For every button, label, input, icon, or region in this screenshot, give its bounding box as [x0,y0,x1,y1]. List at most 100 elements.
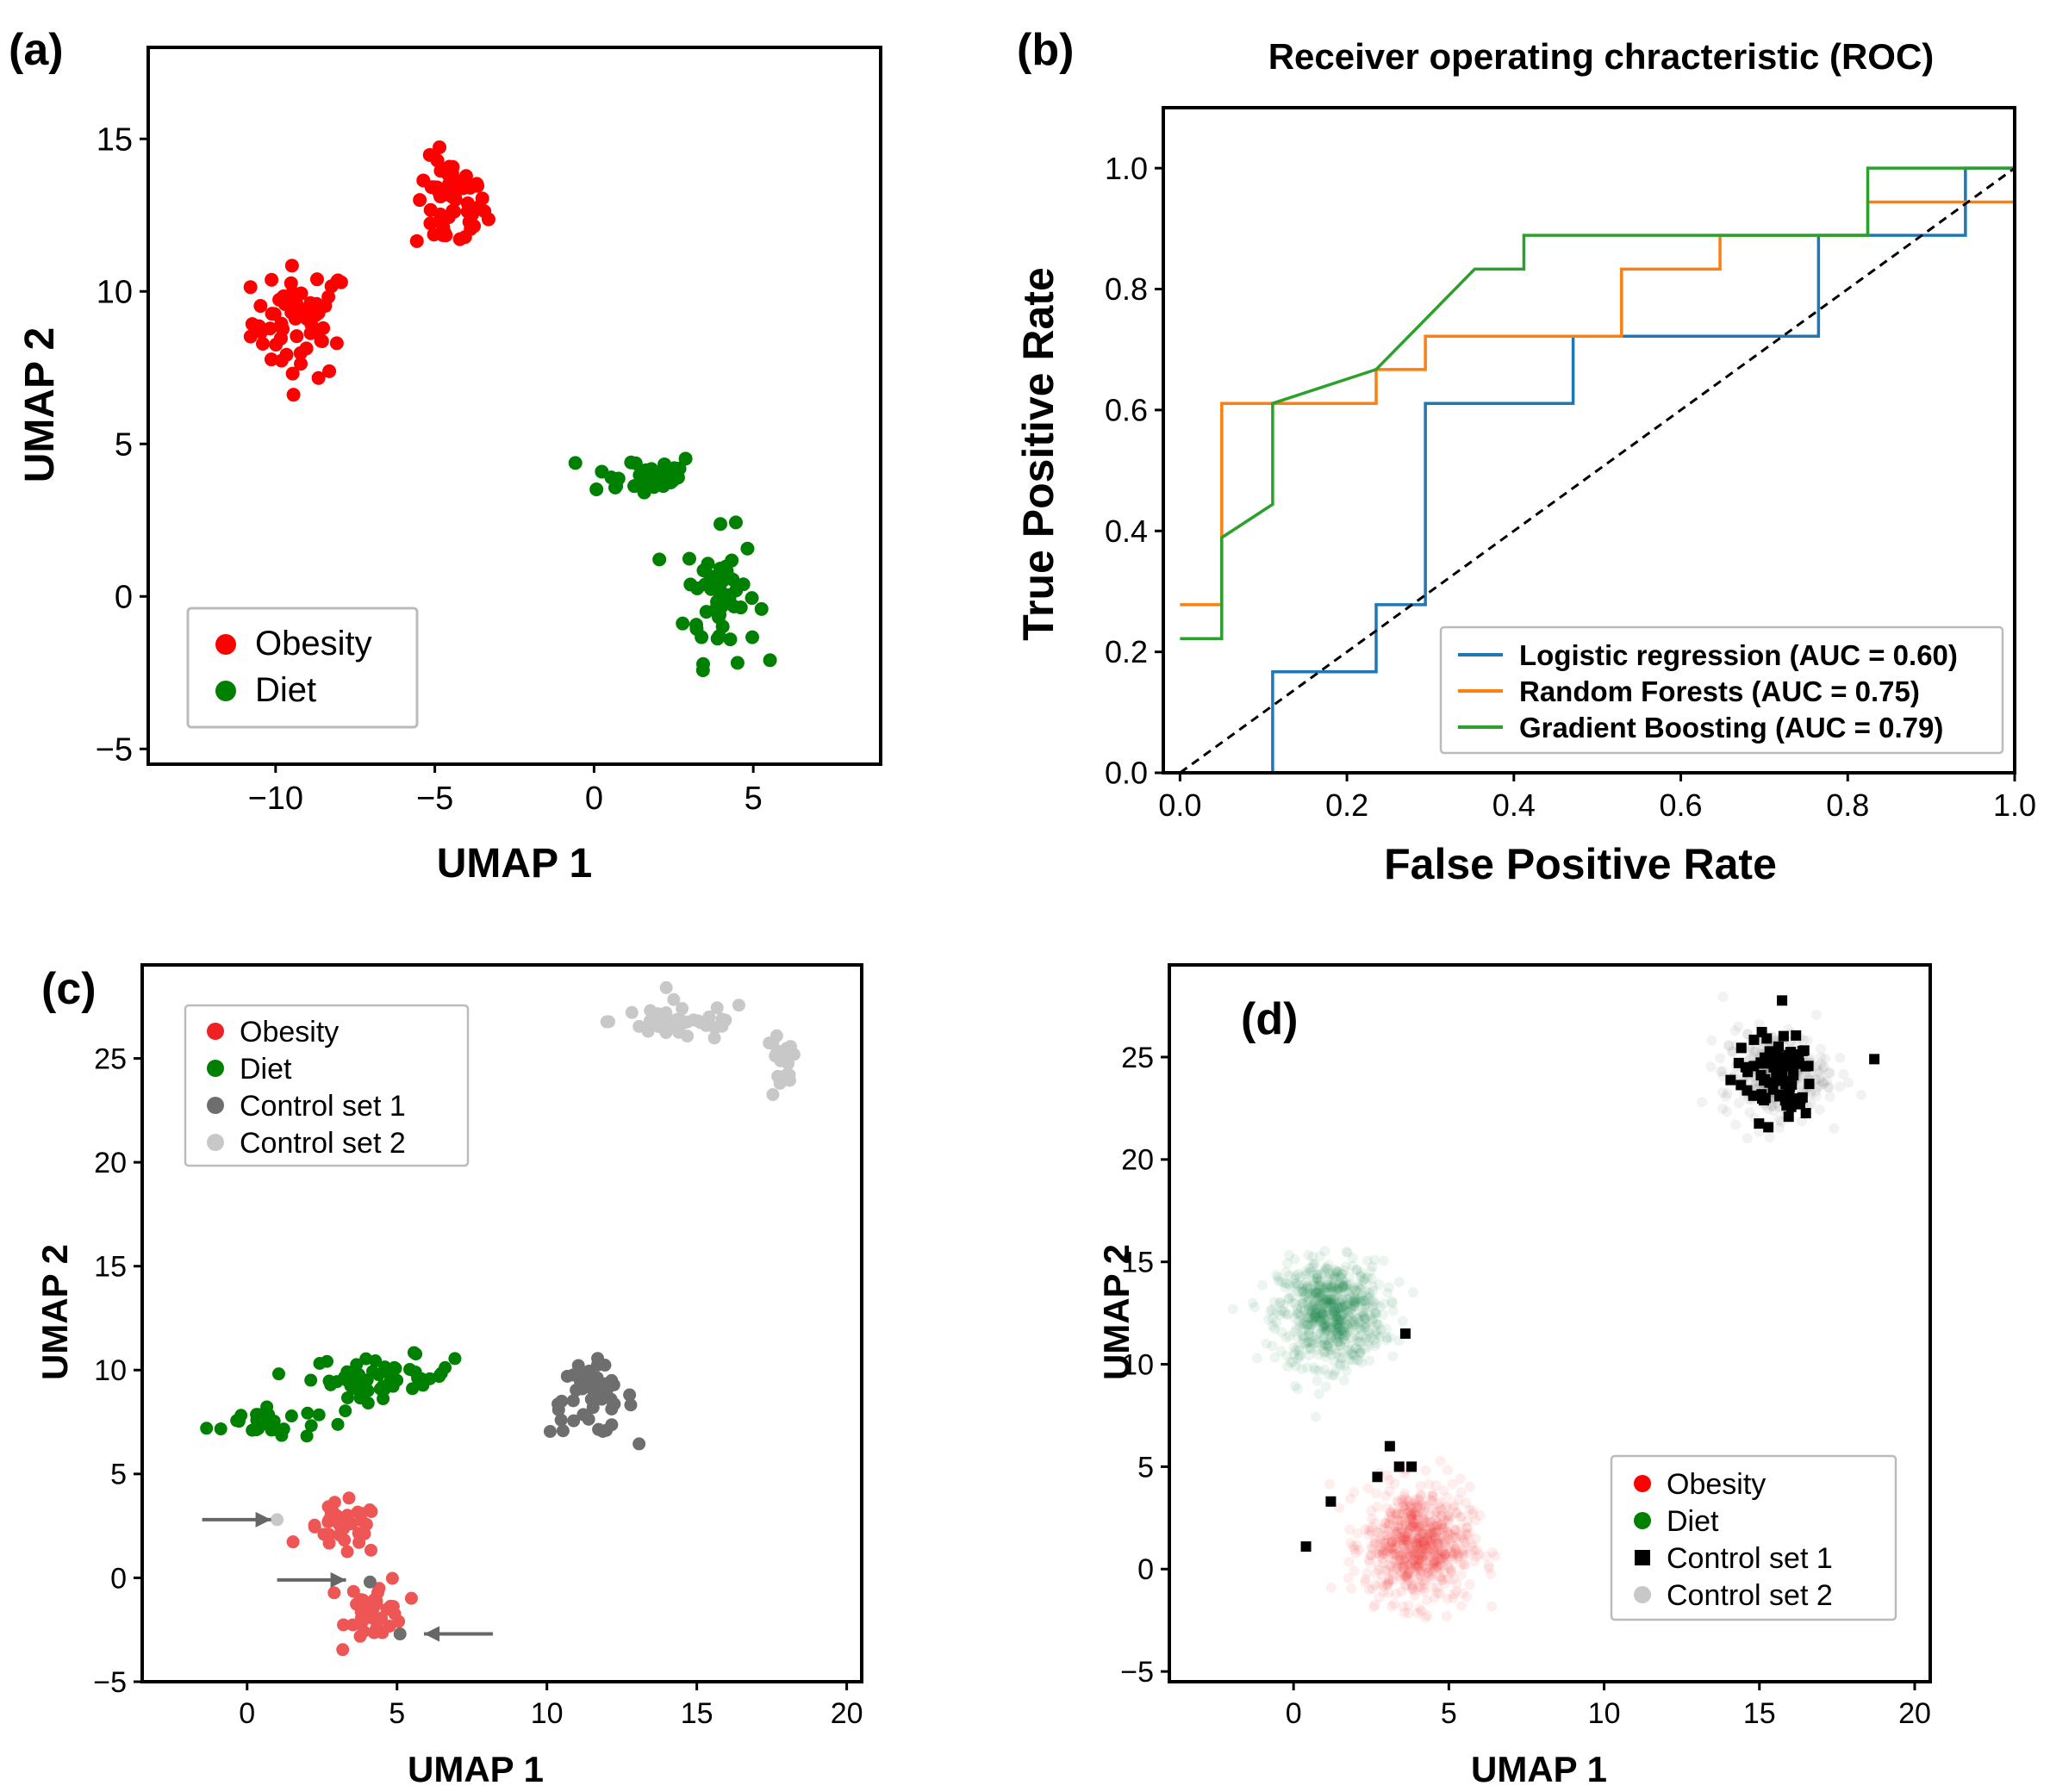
panel-d-point-diet [1321,1282,1332,1293]
panel-d-point-diet [1247,1297,1258,1309]
panel-d-point-diet [1331,1298,1343,1310]
panel-d-point-obesity [1448,1592,1459,1603]
panel-d-point-obesity [1398,1601,1409,1612]
legend-control2-label: Control set 2 [240,1127,406,1160]
panel-d-point-diet [1296,1364,1307,1375]
panel-d-point-obesity [1360,1577,1371,1588]
panel-a-point-diet [725,553,739,568]
panel-d-point-diet [1309,1296,1320,1307]
panel-c-point-diet [350,1358,364,1372]
panel-d-point-diet [1299,1313,1310,1324]
panel-d-point-diet [1315,1280,1326,1291]
legend-obesity-marker [1634,1475,1651,1492]
panel-d-point-obesity [1411,1513,1423,1524]
panel-d-point-diet [1294,1322,1305,1333]
panel-d-point-obesity [1422,1610,1433,1621]
panel-d-point-diet [1312,1344,1323,1355]
panel-d-point-obesity [1435,1552,1446,1564]
panel-d-point-diet [1335,1317,1346,1328]
panel-d-point-diet [1370,1308,1381,1319]
panel-d-point-diet [1355,1271,1367,1282]
panel-d-point-diet [1346,1347,1357,1358]
panel-d-point-obesity [1398,1540,1409,1551]
panel-d-point-obesity [1411,1510,1422,1521]
panel-d-point-diet [1365,1266,1376,1277]
panel-d-point-diet [1291,1360,1302,1372]
panel-d-point-obesity [1423,1540,1434,1551]
panel-d-point-obesity [1409,1515,1420,1526]
panel-d-point-control-set-2 [1705,1061,1717,1073]
panel-b-title: Receiver operating chracteristic (ROC) [1268,36,1935,77]
panel-d-point-diet [1337,1280,1349,1291]
panel-d-point-obesity [1404,1523,1415,1534]
panel-d-point-obesity [1393,1523,1404,1534]
panel-d-point-control-set-2 [1823,1067,1835,1078]
panel-d-point-diet [1335,1339,1346,1350]
panel-d-point-diet [1330,1328,1342,1340]
panel-d-point-obesity [1385,1508,1396,1519]
panel-d-point-diet [1368,1335,1380,1346]
panel-d-point-obesity [1418,1540,1430,1551]
panel-d-point-diet [1319,1293,1330,1304]
panel-a-ytick-label: 0 [115,580,133,616]
panel-c-point-control-set-2 [659,980,673,994]
panel-d-point-diet [1317,1335,1328,1346]
panel-d-point-obesity [1431,1511,1442,1522]
panel-d-point-diet [1355,1267,1367,1279]
panel-d-point-obesity [1430,1480,1442,1491]
panel-d-point-obesity [1380,1490,1392,1502]
panel-d-point-diet [1330,1325,1342,1336]
panel-c-point-diet [260,1400,274,1414]
panel-d-point-obesity [1388,1548,1399,1559]
panel-d-point-obesity [1439,1550,1450,1561]
panel-d-point-obesity [1415,1490,1426,1501]
panel-d-point-control-set-1 [1795,1093,1806,1104]
panel-d-point-diet [1307,1316,1318,1327]
panel-d-point-diet [1349,1342,1361,1353]
panel-d-point-diet [1378,1309,1389,1320]
panel-a-point-diet [710,632,725,646]
panel-d-point-control-set-2 [1816,1076,1827,1087]
panel-d-point-diet [1326,1293,1337,1304]
panel-d-legend-box [1610,1454,1897,1621]
panel-d-point-diet [1313,1287,1324,1298]
panel-d-point-diet [1330,1306,1341,1317]
panel-c-point-diet [300,1429,314,1443]
panel-d-point-obesity [1464,1481,1475,1492]
panel-d-point-diet [1293,1316,1305,1327]
panel-d-point-diet [1329,1344,1340,1355]
panel-d-point-obesity [1429,1558,1440,1569]
panel-d-point-diet [1373,1319,1384,1330]
panel-c-point-diet [378,1382,392,1396]
panel-d-point-obesity [1442,1533,1454,1544]
panel-d-point-obesity [1429,1555,1440,1566]
panel-c-ytick-label: 10 [94,1354,127,1387]
panel-d-label: (d) [1241,994,1298,1044]
panel-d-point-obesity [1442,1593,1453,1604]
panel-d-point-diet [1310,1307,1321,1318]
panel-d-point-diet [1281,1258,1293,1269]
panel-d-point-obesity [1418,1512,1429,1523]
panel-d-point-obesity [1449,1500,1461,1511]
panel-d-point-control-set-2 [1800,1069,1811,1080]
panel-d-point-obesity [1392,1495,1403,1506]
panel-a-point-obesity [284,305,299,320]
panel-d-point-obesity [1416,1490,1427,1501]
panel-d-point-diet [1283,1293,1294,1304]
panel-a-point-diet [701,557,715,571]
panel-d-point-obesity [1409,1539,1420,1550]
panel-d-point-control-set-2 [1820,1053,1831,1064]
panel-d-point-obesity [1413,1560,1424,1571]
panel-d-point-diet [1349,1300,1361,1311]
panel-d-point-obesity [1418,1583,1429,1594]
panel-d-point-obesity [1418,1560,1429,1571]
panel-d-point-control-set-2 [1754,1018,1765,1030]
panel-d-point-diet [1330,1318,1342,1329]
panel-d-point-diet [1318,1312,1330,1323]
panel-d-point-diet [1287,1297,1299,1309]
panel-d-point-obesity [1405,1521,1417,1532]
panel-d-point-obesity [1411,1563,1423,1574]
panel-a-point-diet [723,632,738,647]
panel-d-point-obesity [1464,1504,1475,1515]
